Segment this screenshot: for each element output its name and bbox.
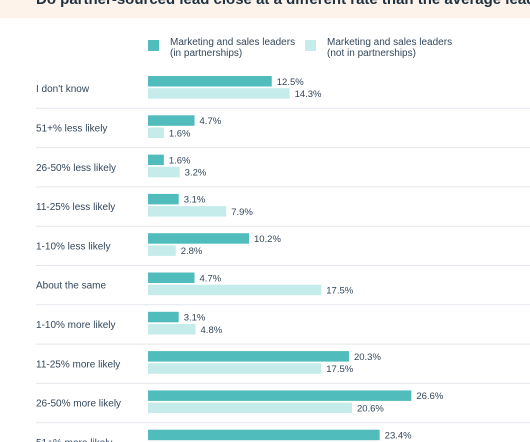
category-label: 26-50% less likely [36, 163, 116, 174]
category-label: 51+% more likely [36, 438, 112, 442]
bar-not-in-partnerships [148, 245, 176, 256]
value-label: 12.5% [277, 77, 304, 88]
value-label: 4.7% [200, 116, 222, 127]
bar-in-partnerships [148, 311, 179, 323]
value-label: 20.6% [357, 403, 384, 414]
bar-not-in-partnerships [148, 402, 352, 414]
bar-in-partnerships [148, 272, 195, 283]
value-label: 10.2% [254, 234, 281, 245]
value-label: 7.9% [231, 207, 253, 218]
legend-label-not-in-partnerships: Marketing and sales leaders (not in part… [327, 37, 453, 59]
category-label: 11-25% more likely [36, 359, 120, 370]
bar-in-partnerships [148, 76, 272, 87]
category-label: About the same [36, 281, 106, 292]
value-label: 4.7% [200, 273, 222, 284]
legend-item-in-partnerships: Marketing and sales leaders (in partners… [148, 37, 295, 59]
value-label: 17.5% [326, 285, 353, 296]
value-label: 3.1% [184, 313, 206, 324]
value-label: 1.6% [169, 155, 191, 166]
category-label: I don't know [36, 84, 90, 95]
category-label: 1-10% more likely [36, 320, 115, 331]
category-label: 11-25% less likely [36, 202, 115, 213]
category-label: 51+% less likely [36, 123, 107, 134]
value-label: 4.8% [201, 325, 223, 336]
value-label: 14.3% [295, 89, 322, 100]
category-label: 1-10% less likely [36, 241, 110, 252]
value-label: 17.5% [326, 364, 353, 375]
value-label: 3.1% [184, 195, 206, 206]
title-band: Do partner-sourced lead close at a diffe… [0, 0, 530, 18]
value-label: 26.6% [416, 391, 443, 402]
category-label: 26-50% more likely [36, 399, 121, 410]
bar-in-partnerships [148, 429, 380, 441]
value-label: 1.6% [169, 128, 191, 139]
bar-not-in-partnerships [148, 127, 164, 138]
legend-item-not-in-partnerships: Marketing and sales leaders (not in part… [305, 37, 452, 59]
value-label: 2.8% [181, 246, 203, 257]
value-label: 20.3% [354, 352, 381, 363]
bar-in-partnerships [148, 154, 164, 166]
legend-swatch-not-in-partnerships [305, 40, 316, 51]
value-label: 3.2% [185, 168, 207, 179]
bar-in-partnerships [148, 193, 179, 205]
chart-question-title: Do partner-sourced lead close at a diffe… [36, 0, 530, 9]
bar-not-in-partnerships [148, 284, 322, 296]
bar-in-partnerships [148, 351, 349, 362]
legend-swatch-in-partnerships [148, 40, 159, 51]
bar-in-partnerships [148, 115, 195, 126]
bar-not-in-partnerships [148, 206, 227, 217]
bar-not-in-partnerships [148, 88, 290, 99]
bar-not-in-partnerships [148, 324, 196, 335]
legend-label-in-partnerships: Marketing and sales leaders (in partners… [170, 37, 296, 59]
bar-not-in-partnerships [148, 166, 180, 178]
bar-not-in-partnerships [148, 363, 322, 374]
value-label: 23.4% [385, 430, 412, 441]
bar-in-partnerships [148, 390, 412, 401]
bar-in-partnerships [148, 233, 249, 244]
